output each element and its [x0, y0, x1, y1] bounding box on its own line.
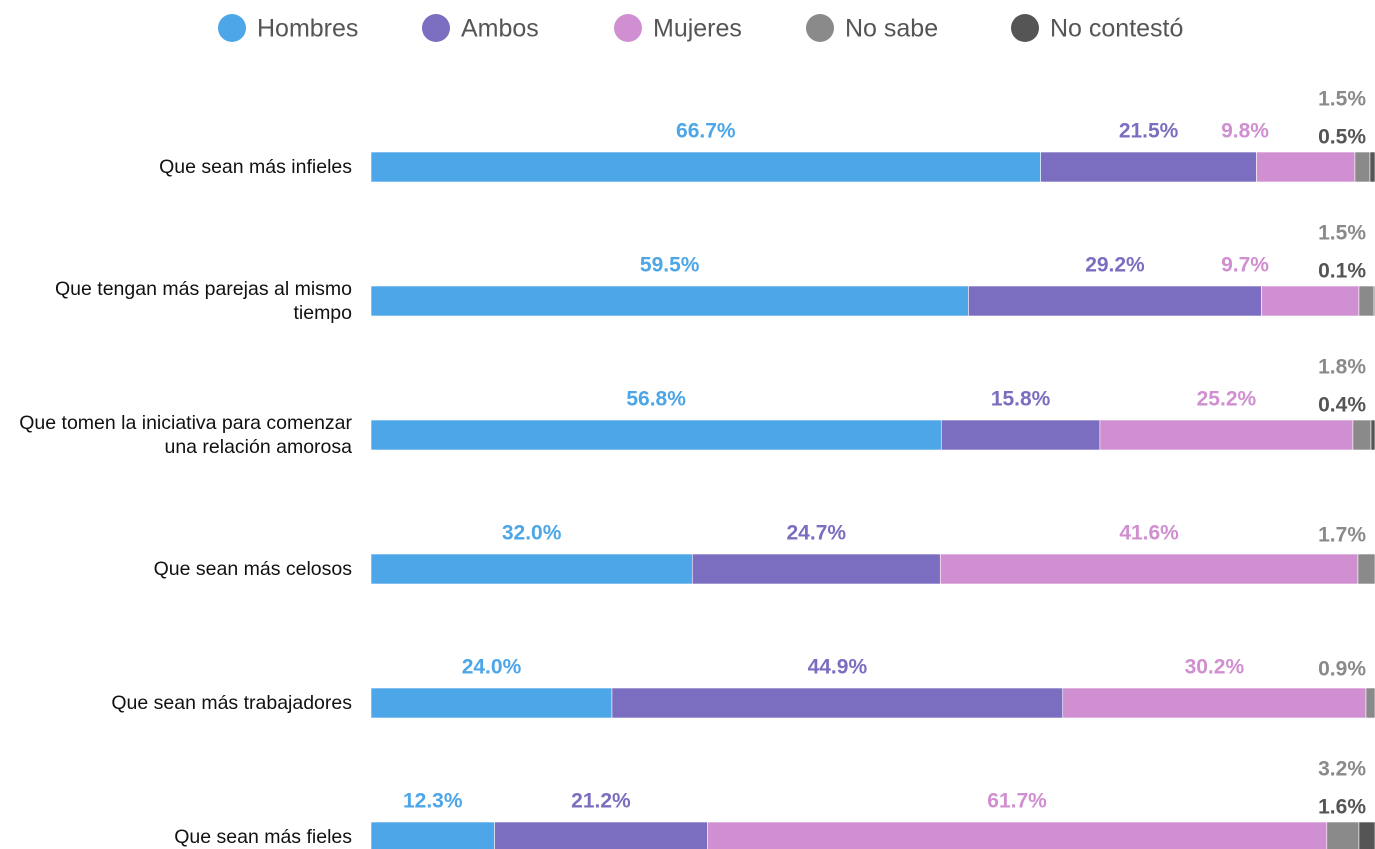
legend-marker [422, 14, 450, 42]
legend-label: Mujeres [653, 15, 742, 43]
value-label: 30.2% [1185, 656, 1245, 679]
legend-label: No contestó [1050, 15, 1183, 43]
category-text: Que tomen la iniciativa para comenzar un… [19, 412, 352, 458]
bar-segment [370, 151, 1041, 183]
bar-segment [1256, 151, 1356, 183]
bar-segment [370, 285, 969, 317]
bar-segment [1040, 151, 1257, 183]
value-label: 59.5% [640, 254, 700, 277]
bar-segment [1326, 821, 1360, 849]
value-label: 3.2% [1318, 758, 1366, 781]
value-label: 56.8% [626, 388, 686, 411]
bar-segment [1358, 821, 1375, 849]
bar-segment [940, 419, 1101, 451]
value-label: 1.7% [1318, 524, 1366, 547]
value-label: 0.9% [1318, 658, 1366, 681]
bar-segment [1369, 151, 1375, 183]
bar-segment [1365, 687, 1375, 719]
value-label: 9.8% [1221, 120, 1269, 143]
value-label: 41.6% [1119, 522, 1179, 545]
value-label: 29.2% [1085, 254, 1145, 277]
category-text: Que sean más infieles [159, 156, 352, 178]
legend-marker [806, 14, 834, 42]
value-label: 9.7% [1221, 254, 1269, 277]
bar-segment [1352, 419, 1372, 451]
category-text: Que sean más celosos [153, 558, 352, 580]
value-label: 1.6% [1318, 796, 1366, 819]
legend-label: Ambos [461, 15, 539, 43]
value-label: 25.2% [1197, 388, 1257, 411]
category-text: Que tengan más parejas al mismo tiempo [55, 278, 352, 324]
legend-marker [614, 14, 642, 42]
bar-segment [1358, 285, 1375, 317]
bar-segment [1062, 687, 1367, 719]
bar-segment [691, 553, 941, 585]
bar-segment [370, 419, 942, 451]
legend-label: No sabe [845, 15, 938, 43]
category-label: Que sean más infieles [0, 132, 352, 202]
bar-segment [370, 687, 613, 719]
value-label: 24.0% [462, 656, 522, 679]
bar-segment [1261, 285, 1360, 317]
value-label: 12.3% [403, 790, 463, 813]
value-label: 24.7% [787, 522, 847, 545]
category-text: Que sean más trabajadores [111, 692, 352, 714]
value-label: 21.2% [571, 790, 631, 813]
legend-label: Hombres [257, 15, 358, 43]
legend-marker [1011, 14, 1039, 42]
value-label: 66.7% [676, 120, 736, 143]
value-label: 1.5% [1318, 222, 1366, 245]
bar-segment [1370, 419, 1375, 451]
bar-segment [1357, 553, 1375, 585]
value-label: 0.1% [1318, 260, 1366, 283]
value-label: 0.5% [1318, 126, 1366, 149]
value-label: 32.0% [502, 522, 562, 545]
bar-segment [494, 821, 708, 849]
bar-segment [370, 821, 495, 849]
value-label: 44.9% [808, 656, 868, 679]
category-label: Que tengan más parejas al mismo tiempo [0, 266, 352, 336]
value-label: 1.8% [1318, 356, 1366, 379]
value-label: 61.7% [987, 790, 1047, 813]
category-label: Que sean más trabajadores [0, 668, 352, 738]
value-label: 0.4% [1318, 394, 1366, 417]
value-label: 1.5% [1318, 88, 1366, 111]
category-text: Que sean más fieles [174, 826, 352, 848]
bar-segment [370, 553, 693, 585]
bar-segment [939, 553, 1359, 585]
bar-segment [1354, 151, 1371, 183]
bar-segment [968, 285, 1262, 317]
category-label: Que tomen la iniciativa para comenzar un… [0, 400, 352, 470]
bar-segment [1099, 419, 1354, 451]
bar-segment [707, 821, 1328, 849]
value-label: 15.8% [991, 388, 1051, 411]
category-label: Que sean más celosos [0, 534, 352, 604]
legend-marker [218, 14, 246, 42]
category-label: Que sean más fieles [0, 802, 352, 849]
value-label: 21.5% [1119, 120, 1179, 143]
bar-segment [611, 687, 1064, 719]
